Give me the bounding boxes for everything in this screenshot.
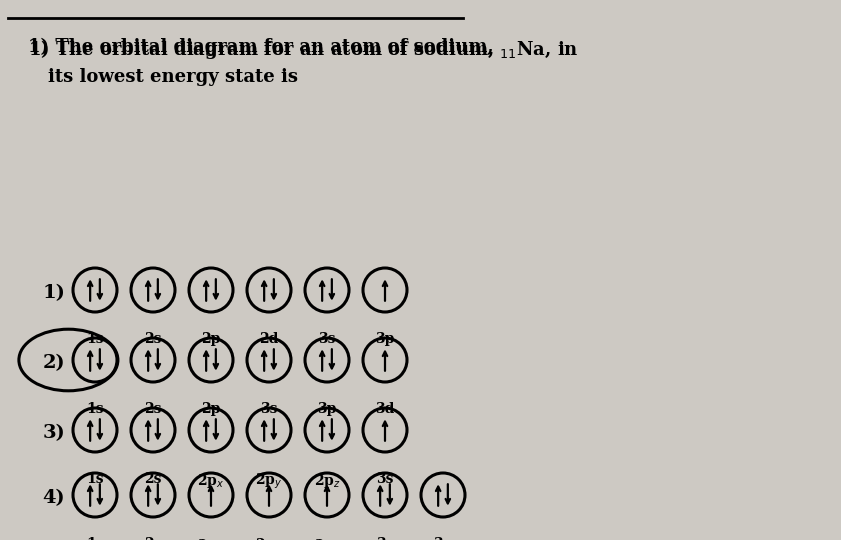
Text: 3): 3) [42,424,65,442]
Text: 3s: 3s [376,472,394,486]
Text: 2p$_z$: 2p$_z$ [314,472,341,490]
Text: 1s: 1s [86,402,103,416]
Text: 2p: 2p [201,402,220,416]
Text: 1s: 1s [86,332,103,346]
Text: 3s: 3s [376,537,394,540]
Text: 2d: 2d [259,332,278,346]
Text: 4): 4) [42,489,65,507]
Text: 2p$_y$: 2p$_y$ [256,472,283,491]
Text: 3p: 3p [317,402,336,416]
Text: 2p$_x$: 2p$_x$ [198,472,225,490]
Text: 1s: 1s [86,472,103,486]
Text: 1): 1) [42,284,65,302]
Text: its lowest energy state is: its lowest energy state is [48,68,298,86]
Text: 1s: 1s [86,537,103,540]
Text: 2p$_y$: 2p$_y$ [256,537,283,540]
Text: 2): 2) [42,354,65,372]
Text: 2s: 2s [145,402,161,416]
Text: 2p: 2p [201,332,220,346]
Text: 2s: 2s [145,332,161,346]
Text: 2p$_z$: 2p$_z$ [314,537,341,540]
Text: 3p: 3p [375,332,394,346]
Text: 3p: 3p [433,537,452,540]
Text: 3d: 3d [375,402,394,416]
Text: 1) The orbital diagram for an atom of sodium, $_{11}$Na, in: 1) The orbital diagram for an atom of so… [28,38,579,61]
Text: 2s: 2s [145,537,161,540]
Text: 3s: 3s [318,332,336,346]
Text: 2p$_x$: 2p$_x$ [198,537,225,540]
Text: 3s: 3s [260,402,278,416]
Text: 1) The orbital diagram for an atom of sodium,: 1) The orbital diagram for an atom of so… [28,38,500,56]
Text: 2s: 2s [145,472,161,486]
